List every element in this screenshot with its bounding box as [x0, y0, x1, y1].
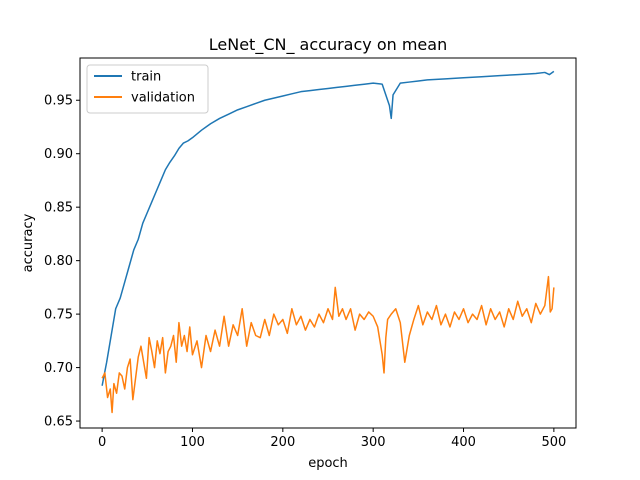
x-axis: 0 100 200 300 400 500	[98, 428, 566, 450]
y-axis: 0.65 0.70 0.75 0.80 0.85 0.90 0.95	[44, 94, 80, 430]
x-tick-label: 100	[180, 435, 205, 450]
y-tick-label: 0.90	[44, 147, 73, 162]
y-axis-label: accuracy	[21, 213, 36, 272]
x-tick-label: 200	[270, 435, 295, 450]
series-layer	[101, 70, 555, 414]
legend-label-train: train	[131, 70, 161, 85]
plot-frame	[79, 57, 577, 429]
y-tick-label: 0.80	[44, 254, 73, 269]
x-tick-label: 400	[451, 435, 476, 450]
x-tick-label: 0	[98, 435, 106, 450]
legend: train validation	[86, 64, 209, 114]
y-tick-label: 0.70	[44, 361, 73, 376]
y-tick-label: 0.95	[44, 94, 73, 109]
x-axis-label: epoch	[308, 456, 348, 471]
legend-label-validation: validation	[131, 91, 195, 106]
series-line-validation	[101, 275, 555, 414]
y-tick-label: 0.65	[44, 415, 73, 430]
y-tick-label: 0.75	[44, 308, 73, 323]
x-tick-label: 300	[361, 435, 386, 450]
x-tick-label: 500	[541, 435, 566, 450]
series-line-train	[101, 70, 555, 386]
y-tick-label: 0.85	[44, 201, 73, 216]
chart-title: LeNet_CN_ accuracy on mean	[209, 35, 447, 55]
